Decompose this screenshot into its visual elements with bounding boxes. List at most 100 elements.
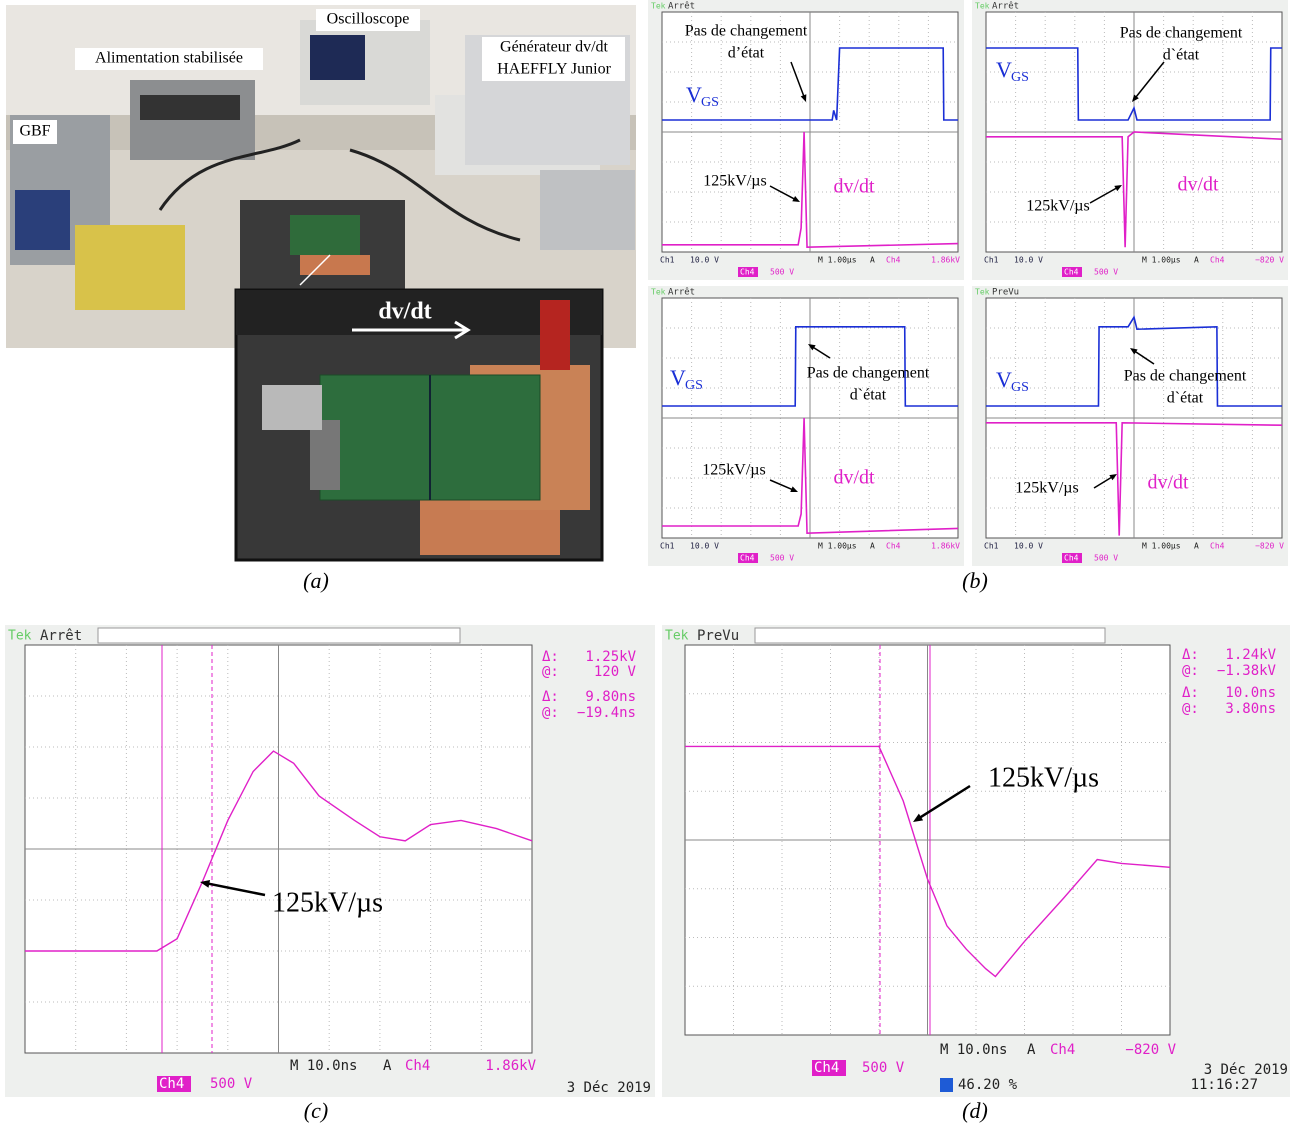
annotation: d`état <box>1163 47 1200 64</box>
scope-status: PreVu <box>992 288 1019 298</box>
annotation: Pas de changement <box>1124 368 1247 385</box>
scope-footer: −820 V <box>1255 542 1284 551</box>
scope-footer: Ch4 <box>1064 554 1079 563</box>
scope-footer: M 1.00µs <box>818 256 857 265</box>
slope-label: 125kV/µs <box>988 762 1099 793</box>
vgs-subscript: GS <box>1011 380 1029 395</box>
scope-footer: 10.0 V <box>1014 256 1043 265</box>
waveform <box>986 47 1282 121</box>
arrow-head <box>1132 94 1139 102</box>
readout-label: @: <box>542 705 559 721</box>
vgs-subscript: GS <box>685 378 703 393</box>
equipment-label: Alimentation stabilisée <box>95 50 243 67</box>
slope-label: 125kV/µs <box>703 173 766 190</box>
scope-footer: M 1.00µs <box>1142 256 1181 265</box>
scope-footer: A <box>1194 256 1199 265</box>
scope-footer: 3 Déc 2019 <box>1204 1062 1288 1078</box>
arrow <box>769 185 797 201</box>
arrow-head <box>790 486 798 492</box>
trigger-icon <box>940 1078 953 1092</box>
readout-value: 1.25kV <box>585 649 636 665</box>
arrow <box>790 61 806 98</box>
arrow-head <box>808 344 816 351</box>
annotation: d`état <box>850 387 887 404</box>
scope-footer: Ch4 <box>1210 542 1225 551</box>
arrow <box>1089 186 1119 204</box>
readout-value: −19.4ns <box>577 705 636 721</box>
arrow-head <box>800 94 807 102</box>
scope-footer: Ch4 <box>159 1076 184 1092</box>
scope-footer: 1.86kV <box>485 1058 536 1074</box>
scope-footer: Ch1 <box>660 256 675 265</box>
caption: (d) <box>962 1098 988 1123</box>
arrow-head <box>913 813 924 822</box>
waveform <box>685 745 1171 978</box>
scope-footer: −820 V <box>1255 256 1284 265</box>
scope-footer: A <box>870 542 875 551</box>
scope-footer: Ch4 <box>814 1060 839 1076</box>
readout-value: 9.80ns <box>585 689 636 705</box>
caption: (b) <box>962 568 988 593</box>
scope-footer: 500 V <box>770 268 794 277</box>
scope-footer: Ch4 <box>1050 1042 1075 1058</box>
scope-footer: Ch4 <box>886 256 901 265</box>
waveform <box>662 47 958 121</box>
scope-footer: M 1.00µs <box>818 542 857 551</box>
vgs-subscript: GS <box>1011 70 1029 85</box>
waveform <box>986 131 1283 248</box>
scope-footer: A <box>1194 542 1199 551</box>
channel-badge <box>1062 553 1082 563</box>
scope-brand: Tek <box>975 2 990 11</box>
scope-footer: Ch1 <box>984 256 999 265</box>
scope-status: Arrêt <box>40 628 82 644</box>
scope-status: Arrêt <box>668 287 695 298</box>
channel-badge <box>812 1060 846 1076</box>
header-bar <box>97 627 461 644</box>
arrow <box>1133 349 1155 365</box>
scope-footer: 1.86kV <box>931 542 960 551</box>
vgs-subscript: GS <box>701 95 719 110</box>
slope-label: 125kV/µs <box>272 887 383 918</box>
scope-brand: Tek <box>8 629 32 644</box>
equipment-label: HAEFFLY Junior <box>497 61 611 78</box>
scope-footer: Ch4 <box>740 268 755 277</box>
slope-label: 125kV/µs <box>1015 480 1078 497</box>
scope-brand: Tek <box>651 288 666 297</box>
equipment-label: Oscilloscope <box>327 11 410 28</box>
waveform <box>662 131 959 249</box>
caption: (c) <box>304 1098 328 1123</box>
channel-badge <box>738 267 758 277</box>
channel-badge <box>738 553 758 563</box>
arrow-head <box>200 879 211 888</box>
arrow <box>917 784 971 820</box>
waveform <box>986 315 1282 407</box>
equipment-label: Générateur dv/dt <box>500 39 609 56</box>
readout-label: Δ: <box>542 649 559 665</box>
inset-label: dv/dt <box>378 299 431 325</box>
scope-footer: A <box>870 256 875 265</box>
scope-footer: Ch4 <box>740 554 755 563</box>
readout-value: 10.0ns <box>1225 685 1276 701</box>
annotation: Pas de changement <box>807 365 930 382</box>
scope-footer: 3 Déc 2019 <box>567 1080 651 1096</box>
scope-footer: M 10.0ns <box>940 1042 1007 1058</box>
scope-footer: 1.86kV <box>931 256 960 265</box>
readout-value: 3.80ns <box>1225 701 1276 717</box>
scope-brand: Tek <box>651 2 666 11</box>
scope-footer: 500 V <box>770 554 794 563</box>
scope-footer: 10.0 V <box>1014 542 1043 551</box>
vgs-label: V <box>996 367 1012 392</box>
readout-label: @: <box>542 664 559 680</box>
readout-value: −1.38kV <box>1217 663 1277 679</box>
scope-footer: 500 V <box>862 1060 905 1076</box>
waveform <box>25 750 533 952</box>
readout-value: 1.24kV <box>1225 647 1276 663</box>
vgs-label: V <box>996 57 1012 82</box>
scope-footer: Ch1 <box>984 542 999 551</box>
scope-footer: Ch4 <box>405 1058 430 1074</box>
arrow <box>811 345 831 359</box>
scope-footer: Ch4 <box>1064 268 1079 277</box>
scope-brand: Tek <box>665 629 689 644</box>
dvdt-label: dv/dt <box>833 176 875 198</box>
